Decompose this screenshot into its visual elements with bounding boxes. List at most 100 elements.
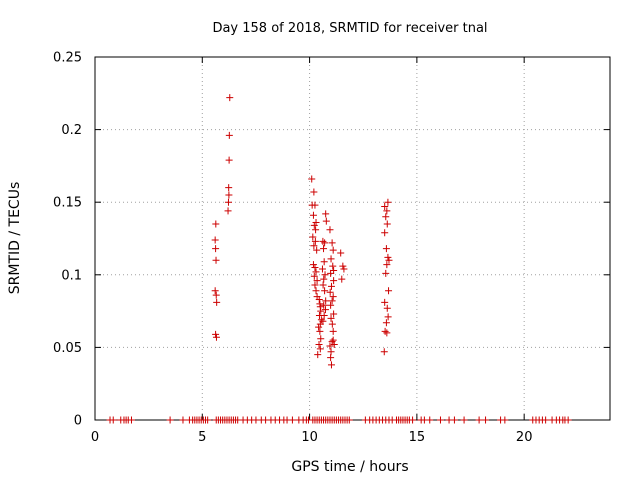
data-point bbox=[315, 295, 323, 303]
data-point bbox=[338, 275, 346, 283]
data-point bbox=[329, 293, 337, 301]
data-point bbox=[309, 233, 317, 241]
grid-lines bbox=[95, 57, 610, 420]
data-point bbox=[460, 416, 468, 424]
data-point bbox=[317, 316, 325, 324]
data-point bbox=[309, 261, 317, 269]
data-point bbox=[320, 301, 328, 309]
data-point bbox=[308, 175, 316, 183]
data-point bbox=[564, 416, 572, 424]
data-point bbox=[320, 275, 328, 283]
data-point bbox=[317, 335, 325, 343]
data-point bbox=[310, 242, 318, 250]
y-tick-label: 0.2 bbox=[61, 123, 82, 138]
data-point bbox=[317, 307, 325, 315]
data-point bbox=[326, 342, 334, 350]
y-tick-labels: 0 0.05 0.1 0.15 0.2 0.25 bbox=[53, 51, 82, 429]
data-point bbox=[312, 287, 320, 295]
data-point bbox=[501, 416, 509, 424]
data-point bbox=[224, 198, 232, 206]
x-tick-label: 20 bbox=[516, 430, 533, 445]
data-point bbox=[212, 245, 220, 253]
data-points bbox=[106, 94, 572, 424]
data-point bbox=[322, 297, 330, 305]
data-point bbox=[310, 188, 318, 196]
data-point bbox=[329, 327, 337, 335]
data-point bbox=[319, 317, 327, 325]
data-point bbox=[482, 416, 490, 424]
chart-title: Day 158 of 2018, SRMTID for receiver tna… bbox=[212, 21, 487, 36]
data-point bbox=[542, 416, 550, 424]
data-point bbox=[327, 314, 335, 322]
data-point bbox=[322, 210, 330, 218]
data-point bbox=[315, 323, 323, 331]
data-point bbox=[226, 94, 234, 102]
y-tick-label: 0.1 bbox=[61, 268, 82, 283]
data-point bbox=[321, 306, 329, 314]
data-point bbox=[312, 226, 320, 234]
data-point bbox=[179, 416, 187, 424]
data-point bbox=[381, 327, 389, 335]
y-tick-label: 0.05 bbox=[53, 341, 82, 356]
data-point bbox=[436, 416, 444, 424]
data-point bbox=[314, 351, 322, 359]
data-point bbox=[327, 255, 335, 263]
data-point bbox=[212, 291, 220, 299]
data-point bbox=[450, 416, 458, 424]
data-point bbox=[311, 237, 319, 245]
data-point bbox=[337, 249, 345, 257]
y-axis-label: SRMTID / TECUs bbox=[7, 182, 23, 295]
data-point bbox=[329, 262, 337, 270]
data-point bbox=[313, 246, 321, 254]
data-point bbox=[313, 277, 321, 285]
data-point bbox=[383, 329, 391, 337]
data-point bbox=[426, 416, 434, 424]
data-point bbox=[310, 272, 318, 280]
data-point bbox=[327, 354, 335, 362]
data-point bbox=[330, 310, 338, 318]
data-point bbox=[383, 261, 391, 269]
data-point bbox=[166, 416, 174, 424]
data-point bbox=[320, 311, 328, 319]
data-point bbox=[345, 416, 353, 424]
data-point bbox=[384, 198, 392, 206]
data-point bbox=[326, 226, 334, 234]
data-point bbox=[322, 217, 330, 225]
data-point bbox=[382, 245, 390, 253]
data-point bbox=[212, 256, 220, 264]
data-point bbox=[320, 258, 328, 266]
data-point bbox=[225, 156, 233, 164]
data-point bbox=[321, 287, 329, 295]
x-tick-labels: 0 5 10 15 20 bbox=[91, 430, 533, 445]
data-point bbox=[321, 271, 329, 279]
data-point bbox=[311, 201, 319, 209]
axis-ticks bbox=[94, 56, 610, 421]
x-tick-label: 5 bbox=[198, 430, 206, 445]
y-tick-label: 0 bbox=[74, 414, 82, 429]
data-point bbox=[320, 245, 328, 253]
data-point bbox=[109, 416, 117, 424]
data-point bbox=[225, 184, 233, 192]
data-point bbox=[212, 333, 220, 341]
data-point bbox=[327, 361, 335, 369]
data-point bbox=[327, 282, 335, 290]
data-point bbox=[312, 219, 320, 227]
data-point bbox=[288, 416, 296, 424]
y-tick-label: 0.25 bbox=[53, 51, 82, 66]
data-point bbox=[319, 237, 327, 245]
data-point bbox=[329, 336, 337, 344]
data-point bbox=[380, 348, 388, 356]
data-point bbox=[383, 304, 391, 312]
data-point bbox=[326, 288, 334, 296]
data-point bbox=[381, 203, 389, 211]
data-point bbox=[224, 207, 232, 215]
data-point bbox=[328, 320, 336, 328]
data-point bbox=[382, 319, 390, 327]
data-point bbox=[127, 416, 135, 424]
data-point bbox=[311, 264, 319, 272]
data-point bbox=[385, 256, 393, 264]
data-point bbox=[311, 281, 319, 289]
x-tick-label: 10 bbox=[301, 430, 318, 445]
data-point bbox=[384, 253, 392, 261]
